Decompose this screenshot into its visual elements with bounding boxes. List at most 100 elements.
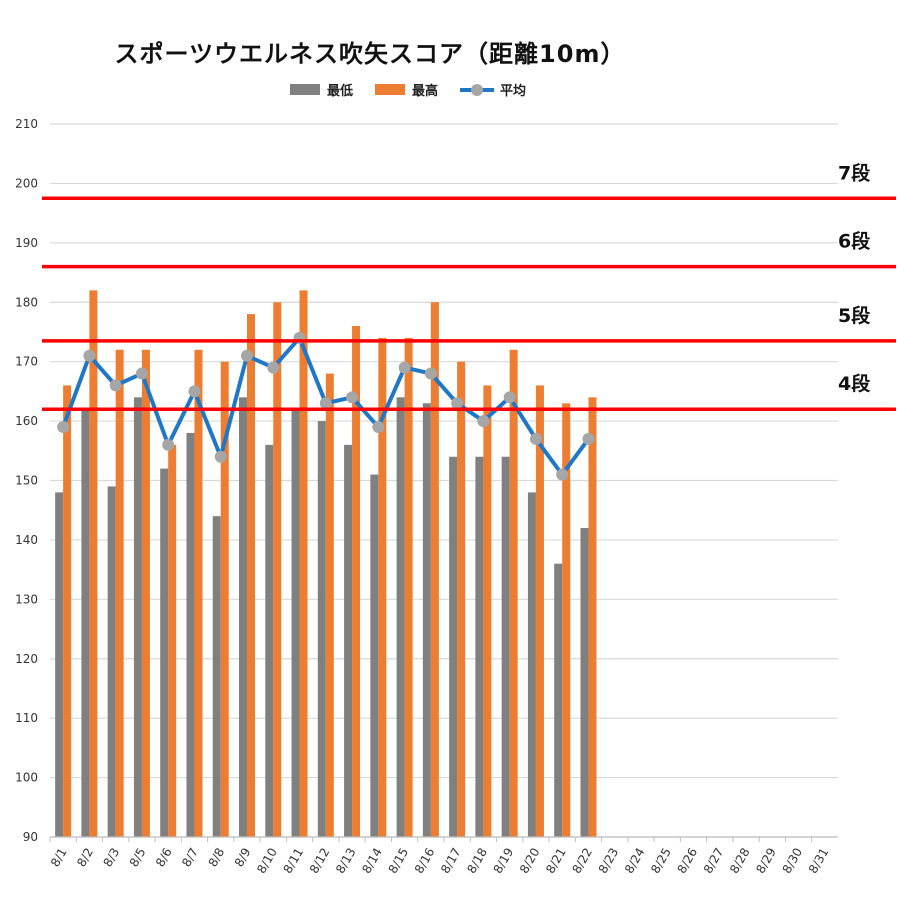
avg-point [319,397,332,410]
y-tick-label: 100 [15,771,38,785]
x-tick-label: 8/30 [780,846,806,876]
y-tick-label: 190 [15,236,38,250]
bar-min [291,409,300,837]
x-tick-label: 8/14 [359,846,385,876]
x-tick-label: 8/2 [74,846,96,870]
x-tick-label: 8/24 [622,846,648,876]
x-tick-label: 8/25 [648,846,674,876]
x-tick-label: 8/1 [48,846,70,870]
bar-min [107,486,116,837]
x-tick-label: 8/6 [153,846,175,870]
bar-min [344,444,353,837]
x-tick-label: 8/11 [281,846,307,876]
bar-max [299,290,308,837]
bar-max [63,385,72,837]
bar-max [588,397,597,837]
bar-max [404,337,413,837]
x-tick-label: 8/16 [412,846,438,876]
avg-point [214,450,227,463]
bar-max [535,385,544,837]
bar-min [422,403,431,837]
x-tick-label: 8/29 [753,846,779,876]
bar-max [194,349,203,837]
x-tick-label: 8/27 [701,846,727,876]
avg-point [582,432,595,445]
legend-line-avg-icon [460,83,495,96]
dan-label: 5段 [838,304,871,327]
x-tick-label: 8/23 [596,846,622,876]
x-tick-label: 8/22 [569,846,595,876]
y-tick-label: 180 [15,295,38,309]
x-tick-label: 8/19 [491,846,517,876]
avg-point [267,361,280,374]
bar-min [133,397,142,837]
avg-point [188,385,201,398]
legend-swatch-max [375,84,406,95]
bar-max [273,302,282,837]
avg-point [451,397,464,410]
x-tick-label: 8/31 [806,846,832,876]
chart-title: スポーツウエルネス吹矢スコア（距離10m） [114,40,626,68]
y-tick-label: 90 [23,830,38,844]
bar-min [81,409,90,837]
bar-min [55,492,64,837]
legend-label-avg: 平均 [500,84,527,99]
bar-max [220,361,229,837]
x-tick-label: 8/3 [100,846,122,870]
y-tick-label: 110 [15,711,38,725]
bar-min [527,492,536,837]
bar-min [265,444,274,837]
x-tick-label: 8/13 [333,846,359,876]
x-tick-label: 8/28 [727,846,753,876]
x-tick-label: 8/8 [206,846,228,870]
legend-label-min: 最低 [327,84,354,99]
bar-min [475,456,484,837]
avg-point [346,391,359,404]
x-tick-label: 8/20 [517,846,543,876]
x-tick-label: 8/5 [127,846,149,870]
bar-min [501,456,510,837]
avg-point [398,361,411,374]
y-tick-label: 160 [15,414,38,428]
y-tick-label: 130 [15,592,38,606]
legend-swatch-min [290,84,320,95]
avg-point [503,391,516,404]
y-tick-label: 120 [15,652,38,666]
bar-max [89,290,98,837]
avg-point [57,421,70,434]
avg-point [83,349,96,362]
bar-min [580,528,589,837]
legend-item-max: 最高 [375,80,438,99]
bar-max [115,349,124,837]
bar-max [168,444,177,837]
legend-label-max: 最高 [412,84,439,99]
y-tick-label: 140 [15,533,38,547]
avg-point [109,379,122,392]
bar-max [352,326,361,837]
bar-min [396,397,405,837]
bar-min [160,468,169,837]
x-tick-label: 8/15 [386,846,412,876]
avg-point [424,367,437,380]
bar-min [186,432,195,837]
avg-point [477,415,490,428]
bar-max [509,349,518,837]
x-tick-label: 8/12 [307,846,333,876]
avg-point [529,432,542,445]
y-tick-label: 210 [15,117,38,131]
x-tick-label: 8/18 [464,846,490,876]
bar-min [554,563,563,837]
bar-min [239,397,247,837]
legend-item-avg: 平均 [460,80,526,99]
bar-min [370,474,379,837]
y-tick-label: 170 [15,355,38,369]
avg-point [241,349,253,362]
bar-max [562,403,571,837]
dan-label: 6段 [838,230,871,253]
x-tick-label: 8/9 [232,846,254,870]
dan-label: 7段 [838,161,871,184]
x-tick-label: 8/26 [675,846,701,876]
bar-min [449,456,458,837]
avg-point [162,438,175,451]
x-tick-label: 8/21 [543,846,569,876]
